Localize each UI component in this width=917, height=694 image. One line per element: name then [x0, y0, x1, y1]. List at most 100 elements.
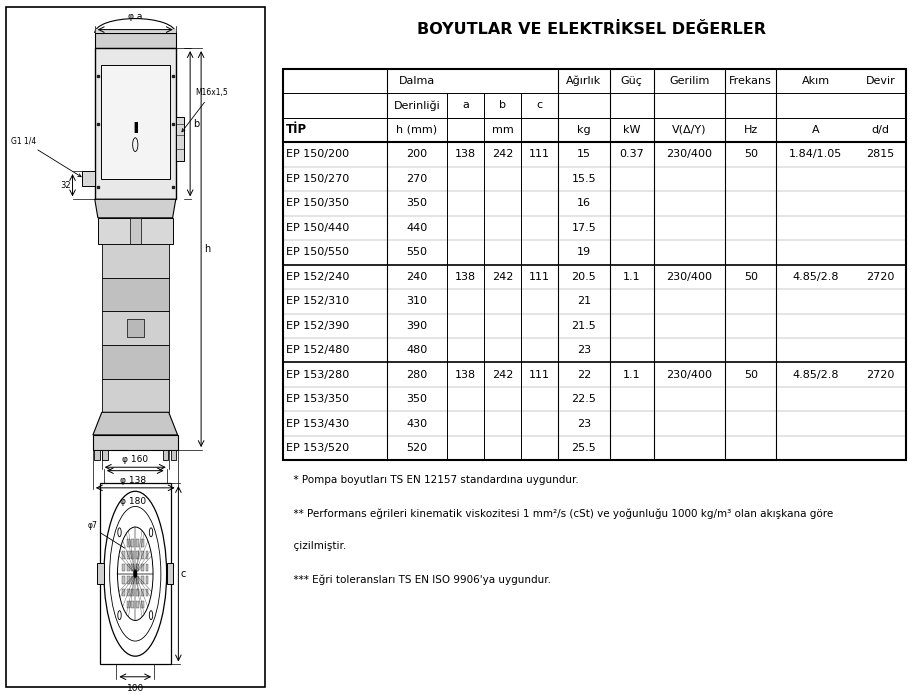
Bar [141, 601, 144, 609]
Text: ** Performans eğrileri kinematik viskozitesi 1 mm²/s (cSt) ve yoğunluğu 1000 kg/: ** Performans eğrileri kinematik viskozi… [286, 509, 833, 519]
Text: * Pompa boyutları TS EN 12157 standardına uygundur.: * Pompa boyutları TS EN 12157 standardın… [286, 475, 579, 486]
Bar [122, 564, 125, 571]
Text: Akım: Akım [801, 76, 830, 86]
Text: 550: 550 [406, 247, 427, 257]
Text: *** Eğri toleransları TS EN ISO 9906'ya uygundur.: *** Eğri toleransları TS EN ISO 9906'ya … [286, 575, 550, 585]
Bar [94, 450, 100, 459]
Text: 17.5: 17.5 [571, 223, 596, 233]
Bar [136, 589, 139, 596]
Text: TİP: TİP [286, 124, 307, 137]
Text: 440: 440 [406, 223, 427, 233]
Bar [102, 345, 169, 379]
Text: 350: 350 [406, 198, 427, 208]
Text: 230/400: 230/400 [667, 149, 713, 160]
Text: 4.85/2.8: 4.85/2.8 [792, 370, 839, 380]
Bar [171, 450, 176, 459]
Bar [127, 319, 144, 337]
Bar [146, 564, 149, 571]
Text: 21.5: 21.5 [571, 321, 596, 331]
Text: EP 150/440: EP 150/440 [286, 223, 349, 233]
Text: Dalma: Dalma [399, 76, 435, 86]
Text: EP 152/480: EP 152/480 [286, 345, 349, 355]
Bar [283, 69, 906, 460]
Bar [102, 278, 169, 312]
Bar [122, 552, 125, 559]
Text: 350: 350 [406, 394, 427, 404]
Text: EP 152/310: EP 152/310 [286, 296, 349, 306]
Bar [127, 564, 129, 571]
Bar [102, 244, 169, 278]
Text: EP 150/550: EP 150/550 [286, 247, 349, 257]
Text: 50: 50 [744, 370, 757, 380]
Bar [176, 117, 183, 162]
Bar [167, 564, 173, 584]
Bar [100, 483, 171, 664]
Text: d/d: d/d [871, 125, 889, 135]
Text: 310: 310 [406, 296, 427, 306]
Bar [141, 564, 144, 571]
Text: EP 150/200: EP 150/200 [286, 149, 349, 160]
Text: 1.84/1.05: 1.84/1.05 [789, 149, 842, 160]
Text: 242: 242 [492, 272, 514, 282]
Text: 240: 240 [406, 272, 427, 282]
Bar [127, 552, 129, 559]
Text: 2720: 2720 [867, 272, 895, 282]
Bar [127, 576, 129, 584]
Text: 2720: 2720 [867, 370, 895, 380]
Bar [127, 601, 129, 609]
Bar [131, 576, 135, 584]
Bar [136, 552, 139, 559]
Text: Güç: Güç [621, 76, 643, 86]
Text: 111: 111 [529, 272, 550, 282]
Text: 16: 16 [577, 198, 591, 208]
Text: 21: 21 [577, 296, 591, 306]
Text: Gerilim: Gerilim [669, 76, 710, 86]
Text: 2815: 2815 [867, 149, 894, 160]
Text: 4.85/2.8: 4.85/2.8 [792, 272, 839, 282]
Text: 242: 242 [492, 370, 514, 380]
Bar [101, 65, 170, 178]
Text: 15: 15 [577, 149, 591, 160]
Bar [136, 601, 139, 609]
Text: 15.5: 15.5 [571, 174, 596, 184]
Text: G1 1/4: G1 1/4 [11, 137, 81, 177]
Bar [131, 539, 135, 547]
Bar [141, 576, 144, 584]
Bar [136, 539, 139, 547]
Text: 480: 480 [406, 345, 427, 355]
Text: φ a: φ a [128, 12, 142, 22]
Text: V(Δ/Y): V(Δ/Y) [672, 125, 707, 135]
Bar [127, 539, 129, 547]
Text: 50: 50 [744, 272, 757, 282]
Bar [136, 564, 139, 571]
Text: 23: 23 [577, 345, 591, 355]
Text: 138: 138 [455, 370, 476, 380]
Text: 111: 111 [529, 149, 550, 160]
Text: EP 150/350: EP 150/350 [286, 198, 349, 208]
Text: EP 152/240: EP 152/240 [286, 272, 349, 282]
Text: 1.1: 1.1 [623, 272, 641, 282]
Text: 22.5: 22.5 [571, 394, 596, 404]
Text: ı: ı [132, 118, 138, 137]
Bar [97, 564, 104, 584]
Bar [94, 48, 176, 199]
Text: h: h [204, 244, 210, 254]
Bar [122, 589, 125, 596]
Text: 50: 50 [744, 149, 757, 160]
Bar [102, 312, 169, 345]
Text: 20.5: 20.5 [571, 272, 596, 282]
Text: 1.1: 1.1 [623, 370, 641, 380]
Text: 25.5: 25.5 [571, 443, 596, 453]
Bar [141, 539, 144, 547]
Text: c: c [536, 101, 543, 110]
Text: φ 180: φ 180 [119, 497, 146, 506]
Text: EP 150/270: EP 150/270 [286, 174, 349, 184]
Text: a: a [462, 101, 470, 110]
Text: 19: 19 [577, 247, 591, 257]
Text: EP 153/520: EP 153/520 [286, 443, 349, 453]
Text: 280: 280 [406, 370, 427, 380]
Bar [93, 435, 178, 450]
Text: c: c [181, 568, 186, 579]
Bar [94, 29, 176, 33]
Bar [146, 589, 149, 596]
